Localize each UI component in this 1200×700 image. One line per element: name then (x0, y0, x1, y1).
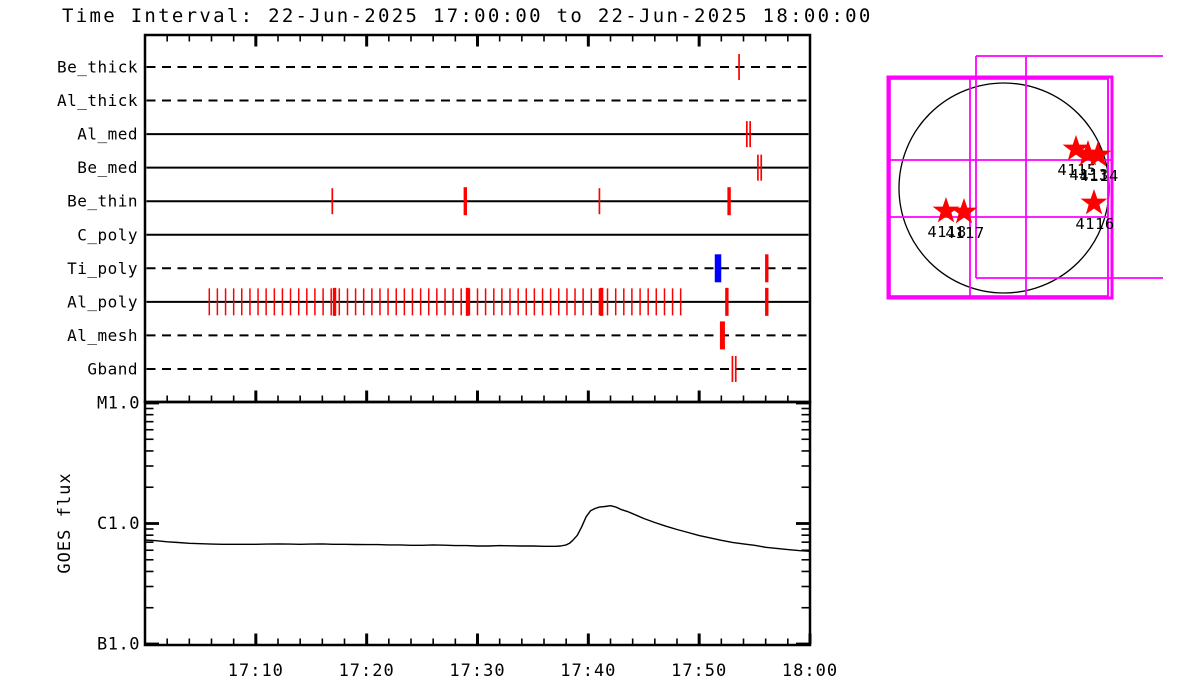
goes-xtick-label: 17:10 (228, 661, 284, 681)
time-interval-title: Time Interval: 22-Jun-2025 17:00:00 to 2… (62, 5, 873, 27)
goes-xtick-label: 17:20 (339, 661, 395, 681)
active-region-label-4116: 4116 (1075, 215, 1114, 233)
filter-label-al_med: Al_med (77, 125, 138, 144)
solar-limb-circle (898, 82, 1110, 294)
filter-label-c_poly: C_poly (77, 225, 138, 244)
goes-flux-panel: M1.0 C1.0 B1.0 GOES flux 17:10 17:20 17:30 17:4… (55, 394, 838, 682)
active-region-star-4117 (950, 197, 978, 224)
goes-xtick-label: 17:50 (671, 661, 727, 681)
goes-xtick-label: 17:30 (449, 661, 505, 681)
goes-xtick-label: 17:40 (560, 661, 616, 681)
goes-ytick-label: B1.0 (97, 635, 140, 655)
active-region-label-4118: 4118 (927, 223, 966, 241)
filter-label-be_thick: Be_thick (57, 58, 138, 77)
filter-label-ti_poly: Ti_poly (67, 259, 138, 278)
filter-label-be_med: Be_med (77, 158, 138, 177)
goes-frame (143, 400, 812, 647)
timeline-frame (143, 33, 812, 404)
active-region-star-4118 (932, 196, 960, 223)
active-region-label-4115: 4115 (1057, 161, 1096, 179)
active-region-label-4117: 4117 (945, 224, 984, 242)
active-region-star-4114 (1084, 140, 1112, 167)
filter-timeline-panel: Be_thick Al_thick Al_med Be_med Be_thin C_pol… (57, 33, 812, 404)
goes-flux-curve (144, 505, 811, 552)
active-region-label-4114: 4114 (1079, 167, 1118, 185)
filter-label-be_thin: Be_thin (67, 192, 138, 211)
goes-xtick-label: 18:00 (782, 661, 838, 681)
active-region-star-4116 (1080, 188, 1108, 215)
filter-label-al_thick: Al_thick (57, 91, 138, 110)
goes-ylabel: GOES flux (55, 472, 75, 573)
filter-label-gband: Gband (87, 359, 138, 378)
active-region-star-4115 (1062, 134, 1090, 161)
goes-ytick-label: M1.0 (97, 394, 140, 414)
active-region-label-4113: 4113 (1069, 166, 1108, 184)
xrt-fov-box (886, 75, 1114, 300)
filter-label-al_mesh: Al_mesh (67, 326, 138, 345)
goes-ytick-label: C1.0 (97, 514, 140, 534)
filter-label-al_poly: Al_poly (67, 292, 138, 311)
